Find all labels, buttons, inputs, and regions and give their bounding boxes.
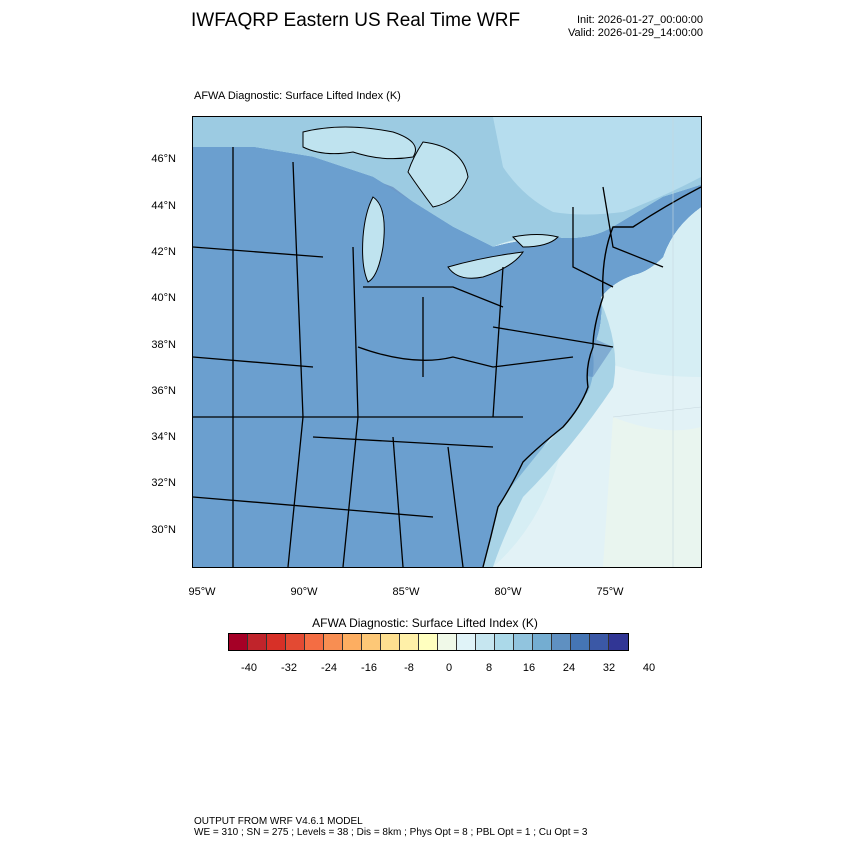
lat-label: 34°N [151, 431, 176, 443]
colorbar-swatch [533, 634, 552, 650]
lat-label: 38°N [151, 339, 176, 351]
lat-label: 40°N [151, 292, 176, 304]
lat-label: 46°N [151, 153, 176, 165]
colorbar-label: -40 [241, 662, 257, 674]
colorbar-label: 24 [562, 662, 576, 674]
colorbar-swatch [362, 634, 381, 650]
colorbar-swatch [324, 634, 343, 650]
colorbar-label: 40 [642, 662, 656, 674]
colorbar-swatch [381, 634, 400, 650]
colorbar-swatch [343, 634, 362, 650]
colorbar-label: -16 [361, 662, 377, 674]
colorbar-label: 16 [522, 662, 536, 674]
colorbar-swatch [248, 634, 267, 650]
colorbar-swatch [438, 634, 457, 650]
plot-subtitle: AFWA Diagnostic: Surface Lifted Index (K… [194, 90, 401, 102]
colorbar-swatch [457, 634, 476, 650]
lon-label: 80°W [494, 586, 522, 598]
colorbar-swatch [495, 634, 514, 650]
plot-title: IWFAQRP Eastern US Real Time WRF [191, 10, 521, 31]
colorbar-swatch [286, 634, 305, 650]
colorbar-label: 8 [485, 662, 493, 674]
lat-label: 44°N [151, 200, 176, 212]
colorbar-label: -8 [404, 662, 414, 674]
colorbar-swatch [514, 634, 533, 650]
colorbar-swatch [609, 634, 628, 650]
init-time: Init: 2026-01-27_00:00:00 [577, 14, 703, 26]
lat-label: 30°N [151, 524, 176, 536]
lon-label: 85°W [392, 586, 420, 598]
lifted-index-map [193, 117, 701, 567]
lat-label: 36°N [151, 385, 176, 397]
colorbar-swatch [571, 634, 590, 650]
colorbar-label: -32 [281, 662, 297, 674]
colorbar-swatch [267, 634, 286, 650]
colorbar-swatch [229, 634, 248, 650]
lat-label: 32°N [151, 477, 176, 489]
colorbar-swatch [552, 634, 571, 650]
lon-label: 95°W [188, 586, 216, 598]
colorbar-swatch [476, 634, 495, 650]
colorbar-label: -24 [321, 662, 337, 674]
colorbar [228, 633, 629, 651]
colorbar-title: AFWA Diagnostic: Surface Lifted Index (K… [312, 616, 538, 630]
lon-label: 75°W [596, 586, 624, 598]
colorbar-swatch [305, 634, 324, 650]
lon-label: 90°W [290, 586, 318, 598]
model-config: WE = 310 ; SN = 275 ; Levels = 38 ; Dis … [194, 827, 588, 838]
lat-label: 42°N [151, 246, 176, 258]
colorbar-swatch [400, 634, 419, 650]
colorbar-swatch [419, 634, 438, 650]
colorbar-label: 32 [602, 662, 616, 674]
model-info: OUTPUT FROM WRF V4.6.1 MODEL [194, 816, 363, 827]
valid-time: Valid: 2026-01-29_14:00:00 [568, 27, 703, 39]
map-panel [192, 116, 702, 568]
colorbar-label: 0 [445, 662, 453, 674]
colorbar-swatch [590, 634, 609, 650]
